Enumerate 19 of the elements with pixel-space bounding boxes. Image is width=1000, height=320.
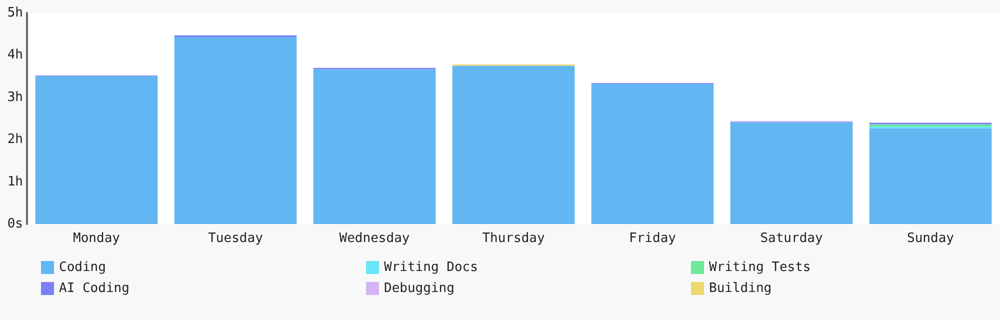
legend-label: Building: [709, 281, 772, 296]
legend-label: AI Coding: [59, 281, 130, 296]
y-tick-label: 1h: [7, 174, 23, 190]
x-tick-label: Sunday: [907, 231, 954, 246]
y-tick-label: 5h: [7, 6, 23, 20]
x-tick-label: Friday: [629, 231, 676, 246]
legend-label: Coding: [59, 260, 106, 275]
y-tick-label: 3h: [7, 90, 23, 105]
x-tick-label: Tuesday: [208, 231, 264, 246]
x-tick-label: Monday: [73, 231, 120, 246]
y-tick-label: 0s: [7, 216, 23, 232]
legend-label: Writing Docs: [384, 260, 478, 275]
x-tick-label: Saturday: [760, 231, 823, 246]
legend-label: Writing Tests: [709, 260, 811, 275]
y-tick-label: 2h: [7, 132, 23, 148]
y-tick-label: 4h: [7, 48, 23, 63]
x-tick-label: Wednesday: [339, 231, 410, 246]
x-tick-label: Thursday: [482, 231, 545, 246]
legend-label: Debugging: [384, 281, 454, 296]
